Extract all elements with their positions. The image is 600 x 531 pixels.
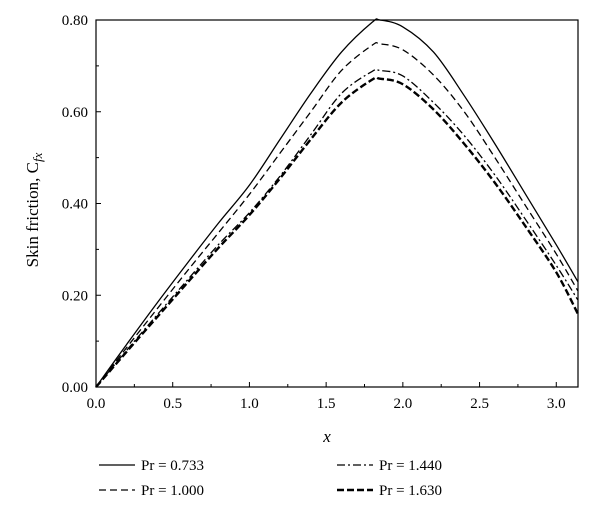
legend-label: Pr = 0.733 bbox=[141, 458, 204, 474]
x-tick-label: 0.0 bbox=[87, 396, 106, 412]
y-tick-label: 0.60 bbox=[62, 105, 88, 121]
series-line-4 bbox=[95, 76, 579, 388]
y-tick-label: 0.20 bbox=[62, 288, 88, 304]
x-tick-label: 2.5 bbox=[470, 396, 489, 412]
plot-frame bbox=[95, 19, 579, 388]
y-axis-ticks: 0.00 0.20 0.40 0.60 0.80 bbox=[62, 13, 101, 396]
y-axis-label: Skin friction, Cfx bbox=[23, 152, 45, 267]
plot-lines bbox=[95, 18, 579, 388]
series-line-2 bbox=[95, 41, 579, 388]
y-tick-label: 0.40 bbox=[62, 197, 88, 213]
x-tick-label: 2.0 bbox=[393, 396, 412, 412]
x-tick-label: 1.5 bbox=[317, 396, 336, 412]
legend-label: Pr = 1.630 bbox=[379, 483, 442, 499]
y-tick-label: 0.00 bbox=[62, 380, 88, 396]
y-tick-label: 0.80 bbox=[62, 13, 88, 29]
legend: Pr = 0.733 Pr = 1.000 Pr = 1.440 Pr = 1.630 bbox=[99, 458, 442, 499]
series-line-3 bbox=[95, 68, 579, 388]
x-axis-label: x bbox=[322, 427, 331, 446]
series-line-1 bbox=[95, 18, 579, 388]
x-tick-label: 0.5 bbox=[163, 396, 182, 412]
x-tick-label: 3.0 bbox=[547, 396, 566, 412]
x-tick-label: 1.0 bbox=[240, 396, 259, 412]
legend-label: Pr = 1.440 bbox=[379, 458, 442, 474]
legend-label: Pr = 1.000 bbox=[141, 483, 204, 499]
x-axis-ticks: 0.0 0.5 1.0 1.5 2.0 2.5 3.0 bbox=[87, 382, 566, 412]
